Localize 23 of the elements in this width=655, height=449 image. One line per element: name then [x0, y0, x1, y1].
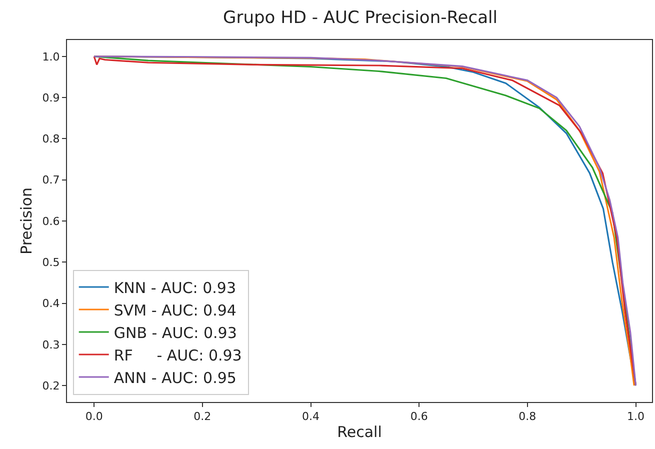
y-tick-label: 0.6: [42, 214, 60, 228]
y-tick-label: 0.9: [42, 91, 60, 104]
y-tick-label: 0.4: [42, 297, 60, 310]
chart-title: Grupo HD - AUC Precision-Recall: [223, 8, 498, 28]
x-tick-label: 0.4: [302, 410, 320, 424]
x-tick-label: 0.6: [410, 410, 428, 424]
x-tick-label: 0.0: [85, 410, 103, 424]
y-tick-label: 0.3: [42, 338, 60, 352]
y-tick-label: 0.8: [42, 132, 60, 146]
legend-label: SVM - AUC: 0.94: [114, 301, 236, 320]
x-tick-label: 0.8: [518, 410, 536, 424]
y-tick-label: 1.0: [42, 50, 60, 64]
x-axis-title: Recall: [337, 423, 382, 442]
y-tick-label: 0.7: [42, 174, 60, 187]
x-tick-label: 0.2: [194, 410, 212, 424]
y-tick-label: 0.2: [42, 379, 60, 392]
y-axis-title: Precision: [18, 188, 36, 254]
legend-label: RF - AUC: 0.93: [114, 346, 242, 364]
x-tick-label: 1.0: [627, 410, 644, 424]
legend-label: ANN - AUC: 0.95: [114, 368, 236, 387]
y-tick-label: 0.5: [42, 256, 60, 269]
legend-label: KNN - AUC: 0.93: [114, 278, 236, 297]
legend-label: GNB - AUC: 0.93: [114, 324, 237, 342]
